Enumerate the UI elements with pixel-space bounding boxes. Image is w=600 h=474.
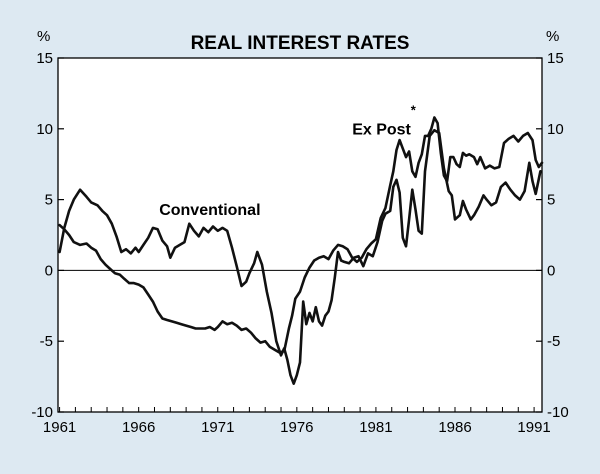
y-tick-label-right: 5 <box>547 192 555 209</box>
annotation-conventional: Conventional <box>159 202 260 219</box>
chart-title: REAL INTEREST RATES <box>191 33 410 54</box>
y-tick-label-right: -5 <box>547 333 560 350</box>
axis-tick-labels: -10 -10 -5 -5 0 0 5 5 10 10 15 15 1961 1966 1971 1976 19… <box>31 50 568 436</box>
y-tick-label-right: 15 <box>547 50 564 67</box>
y-tick-label-left: 15 <box>36 50 53 67</box>
right-unit-label: % <box>546 28 559 45</box>
y-tick-label-left: -10 <box>31 404 53 421</box>
y-tick-label-left: -5 <box>40 333 53 350</box>
annotation-asterisk: * <box>411 103 417 118</box>
left-unit-label: % <box>37 28 50 45</box>
x-tick-label: 1961 <box>43 419 76 436</box>
series-layer <box>58 116 544 385</box>
x-tick-label: 1981 <box>359 419 392 436</box>
axis-ticks <box>58 57 542 413</box>
x-tick-label: 1966 <box>122 419 155 436</box>
x-tick-label: 1971 <box>201 419 234 436</box>
y-tick-label-left: 10 <box>36 121 53 138</box>
y-tick-label-left: 0 <box>45 262 53 279</box>
x-tick-label: 1991 <box>517 419 550 436</box>
series-line-ex-post <box>58 116 544 354</box>
y-tick-label-right: 10 <box>547 121 564 138</box>
y-tick-label-left: 5 <box>45 192 53 209</box>
y-tick-label-right: -10 <box>547 404 569 421</box>
annotation-ex-post: Ex Post <box>352 122 411 139</box>
x-tick-label: 1976 <box>280 419 313 436</box>
y-tick-label-right: 0 <box>547 262 555 279</box>
series-line-conventional <box>58 128 542 385</box>
x-tick-label: 1986 <box>438 419 471 436</box>
